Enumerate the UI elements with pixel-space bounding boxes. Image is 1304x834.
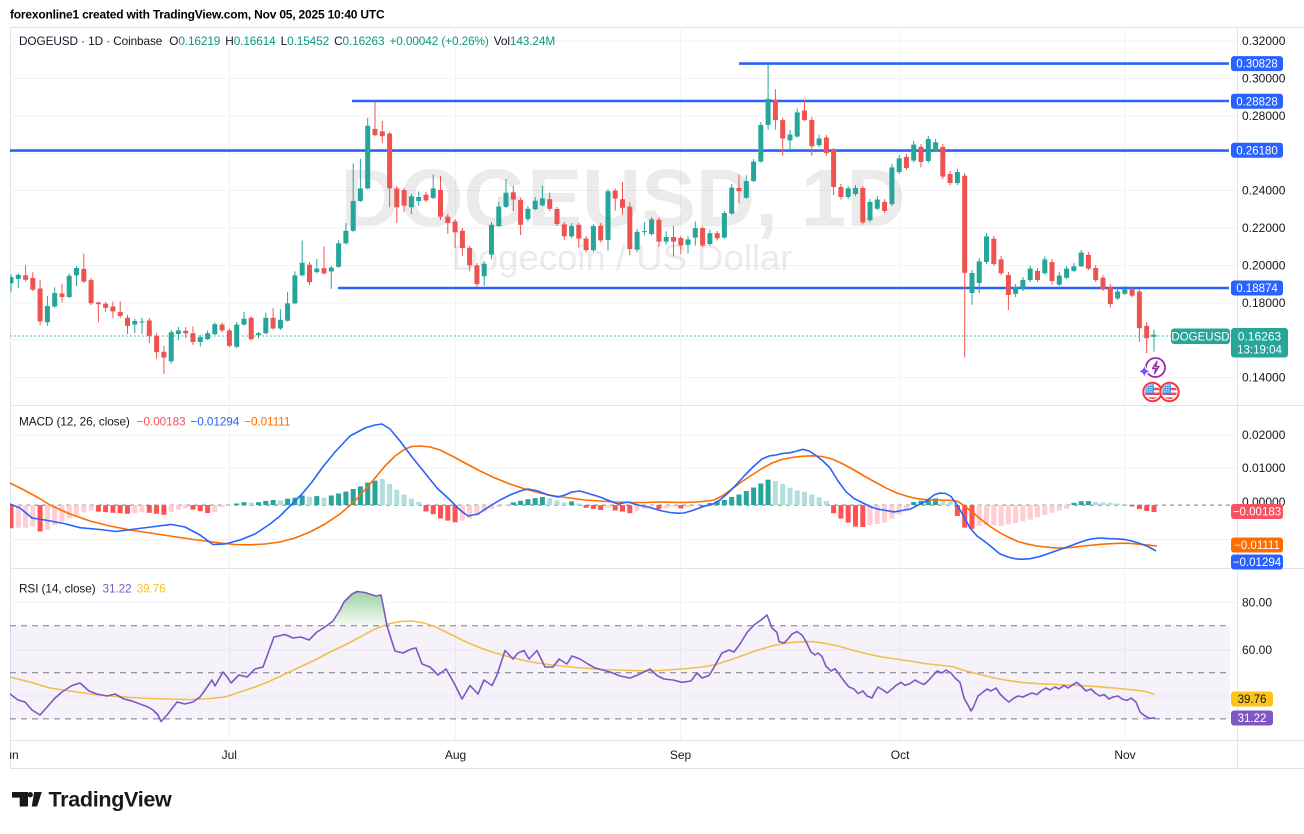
svg-text:0.22000: 0.22000 (1242, 221, 1286, 235)
svg-text:0.26180: 0.26180 (1236, 145, 1278, 157)
svg-text:0.30828: 0.30828 (1236, 59, 1278, 71)
svg-text:0.18000: 0.18000 (1242, 296, 1286, 310)
svg-text:31.22: 31.22 (1238, 713, 1267, 725)
svg-text:0.01000: 0.01000 (1242, 461, 1286, 475)
svg-text:Jul: Jul (222, 748, 237, 762)
svg-text:0.28000: 0.28000 (1242, 109, 1286, 123)
svg-text:−0.01111: −0.01111 (1234, 540, 1280, 552)
svg-text:0.20000: 0.20000 (1242, 258, 1286, 272)
svg-text:Aug: Aug (445, 748, 466, 762)
svg-text:Sep: Sep (670, 748, 692, 762)
svg-text:0.18874: 0.18874 (1236, 283, 1278, 295)
svg-text:Dogecoin / US Dollar: Dogecoin / US Dollar (452, 237, 793, 278)
svg-text:60.00: 60.00 (1242, 643, 1272, 657)
svg-text:0.24000: 0.24000 (1242, 184, 1286, 198)
svg-text:0.14000: 0.14000 (1242, 371, 1286, 385)
svg-text:DOGEUSD: DOGEUSD (1171, 331, 1229, 343)
svg-text:−0.00183: −0.00183 (1233, 507, 1281, 519)
svg-text:39.76: 39.76 (1238, 694, 1267, 706)
svg-text:0.16263: 0.16263 (1238, 330, 1282, 344)
svg-text:0.32000: 0.32000 (1242, 34, 1286, 48)
svg-text:80.00: 80.00 (1242, 596, 1272, 610)
svg-text:TradingView: TradingView (49, 788, 173, 812)
svg-text:Oct: Oct (891, 748, 910, 762)
svg-text:13:19:04: 13:19:04 (1237, 345, 1282, 357)
svg-text:−0.01294: −0.01294 (1233, 557, 1282, 569)
svg-text:Nov: Nov (1114, 748, 1135, 762)
svg-text:forexonline1 created with Trad: forexonline1 created with TradingView.co… (10, 8, 385, 22)
svg-text:Jun: Jun (0, 748, 19, 762)
svg-text:MACD (12, 26, close)−0.00183−0: MACD (12, 26, close) −0.00183 −0.01294 −0.0… (19, 415, 290, 429)
svg-text:0.28828: 0.28828 (1236, 96, 1278, 108)
svg-text:0.30000: 0.30000 (1242, 72, 1286, 86)
svg-text:0.02000: 0.02000 (1242, 428, 1286, 442)
